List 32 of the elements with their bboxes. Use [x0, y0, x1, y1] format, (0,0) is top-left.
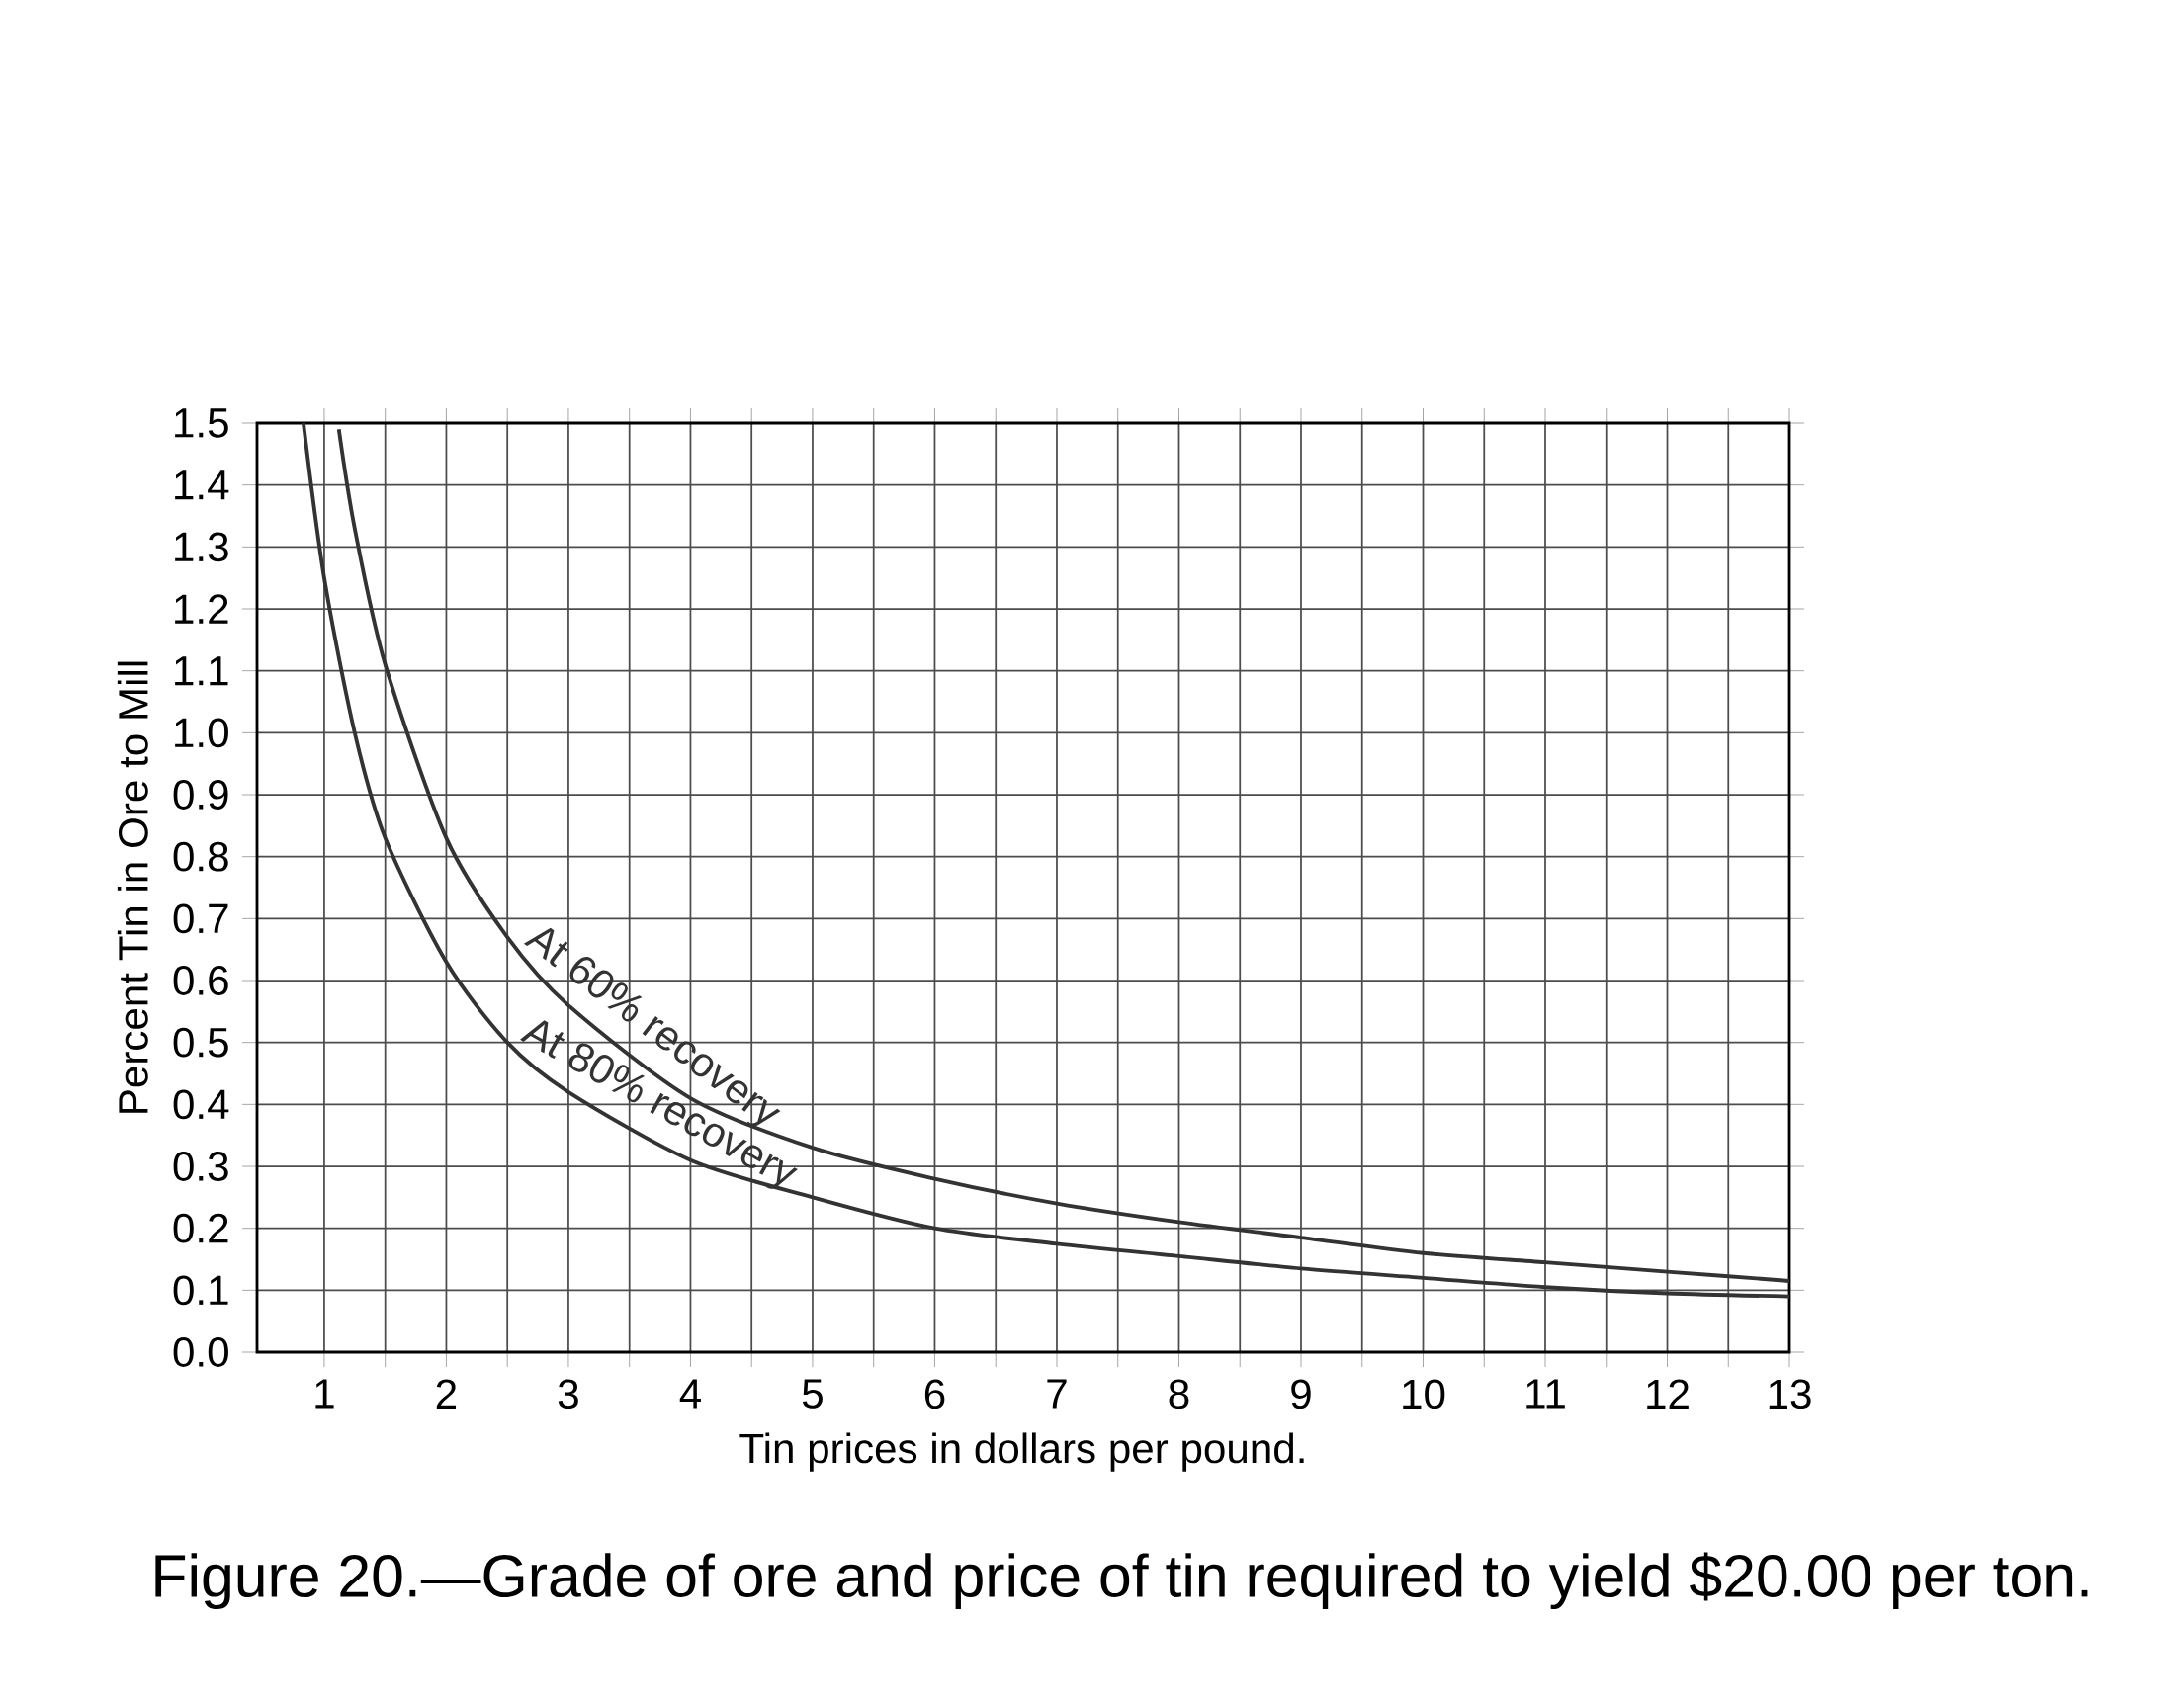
x-tick-label: 9	[1291, 1379, 1311, 1409]
y-tick-label: 1.1	[175, 656, 228, 686]
y-tick-label: 1.4	[175, 470, 229, 500]
x-axis-title: Tin prices in dollars per pound.	[740, 1432, 1304, 1472]
y-tick-label: 0.0	[173, 1337, 228, 1367]
x-tick-label: 13	[1769, 1379, 1811, 1409]
y-tick-label: 0.9	[173, 780, 228, 810]
y-tick-label: 1.5	[175, 408, 228, 438]
y-tick-label: 1.0	[175, 718, 228, 748]
x-tick-label: 10	[1403, 1379, 1445, 1409]
caption: Figure 20.—Grade of ore and price of tin required to yield $20.00 per ton.	[155, 1552, 2088, 1610]
x-tick-label: 4	[679, 1379, 701, 1409]
y-tick-label: 1.2	[175, 594, 228, 624]
y-tick-label: 0.1	[173, 1275, 228, 1306]
x-tick-label: 11	[1526, 1379, 1565, 1409]
y-tick-label: 1.3	[175, 532, 228, 562]
y-tick-label: 0.2	[173, 1213, 228, 1243]
y-tick-label: 0.7	[173, 903, 228, 934]
y-tick-label: 0.4	[173, 1089, 229, 1120]
x-tick-label: 8	[1169, 1379, 1189, 1409]
x-tick-label: 1	[315, 1379, 334, 1409]
x-tick-label: 2	[436, 1379, 457, 1409]
x-tick-label: 12	[1647, 1379, 1689, 1409]
x-tick-label: 6	[924, 1379, 945, 1409]
y-tick-label: 0.8	[173, 841, 228, 872]
y-axis-title: Percent Tin in Ore to Mill	[117, 661, 148, 1113]
y-tick-label: 0.5	[173, 1027, 228, 1058]
y-tick-label: 0.6	[173, 966, 228, 995]
y-tick-label: 0.3	[173, 1152, 228, 1181]
x-tick-label: 5	[802, 1379, 823, 1409]
x-tick-label: 7	[1047, 1379, 1067, 1409]
x-tick-label: 3	[558, 1379, 578, 1409]
